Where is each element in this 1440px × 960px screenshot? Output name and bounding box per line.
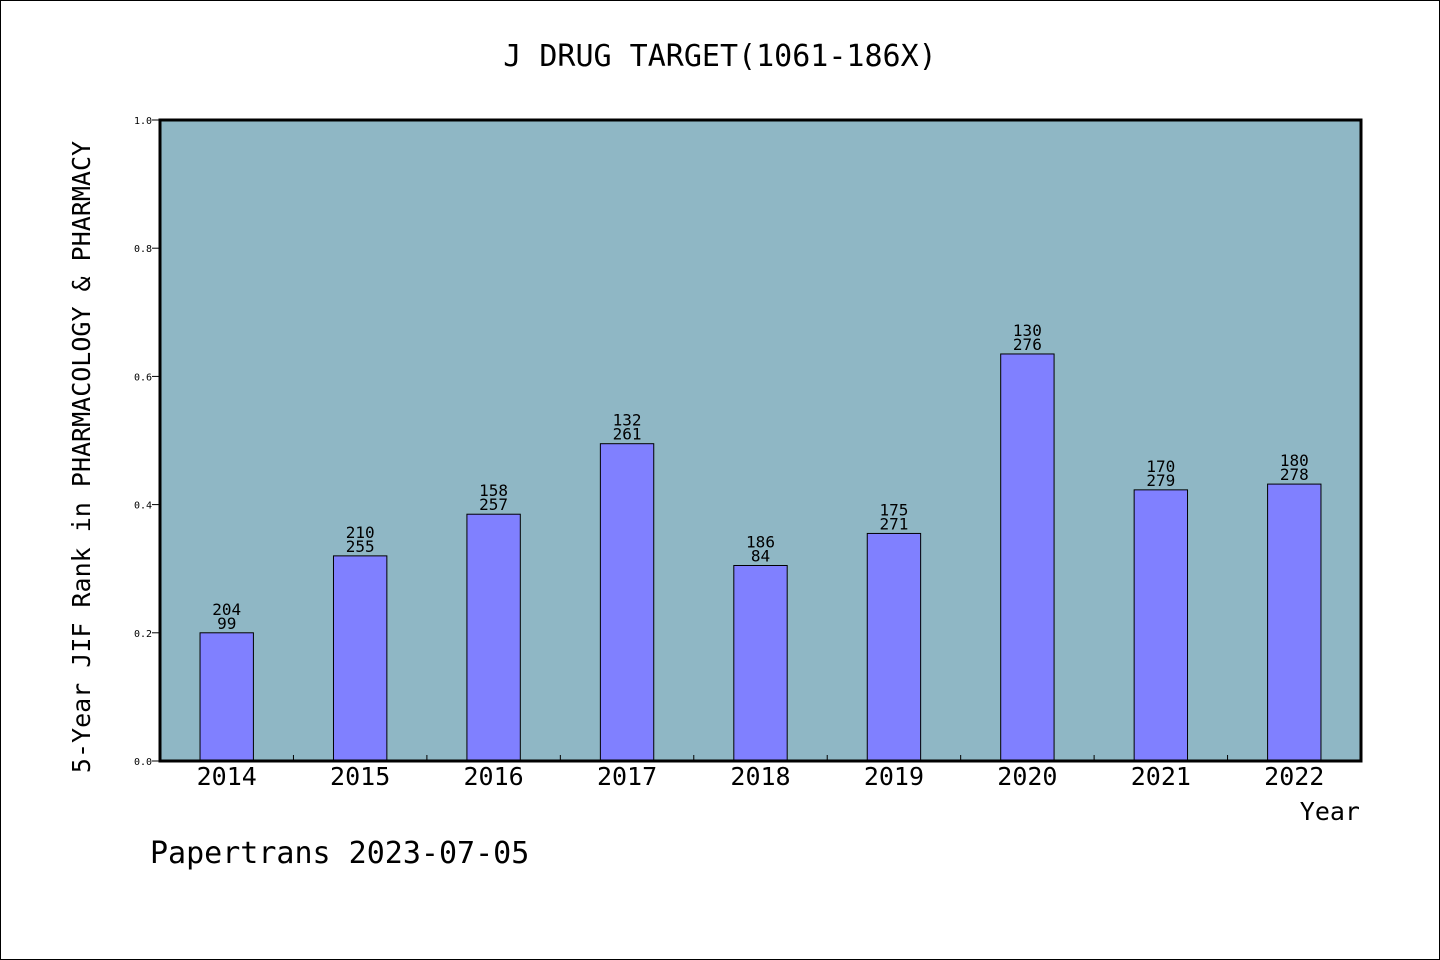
x-tick-label: 2014 bbox=[197, 762, 257, 791]
bar bbox=[599, 443, 655, 762]
bar-total-label: 255 bbox=[346, 537, 375, 556]
bar bbox=[733, 564, 788, 762]
bar-total-label: 276 bbox=[1013, 335, 1042, 354]
bar-rank-label: 180 bbox=[1280, 451, 1309, 470]
y-tick-label: 1.0 bbox=[134, 116, 152, 127]
x-axis-ticks: 2014 2015 2016 2017 2018 2019 2020 2021 2022 bbox=[197, 755, 1324, 791]
bar-rank-label: 130 bbox=[1013, 321, 1042, 340]
x-tick-label: 2018 bbox=[730, 762, 790, 791]
plot-border bbox=[158, 118, 1363, 763]
x-tick-label: 2015 bbox=[330, 762, 390, 791]
bar-total-label: 271 bbox=[879, 514, 908, 533]
bar-total-label: 279 bbox=[1146, 471, 1175, 490]
chart-title: J DRUG TARGET(1061-186X) bbox=[503, 39, 936, 74]
bar-rank-label: 170 bbox=[1146, 457, 1175, 476]
y-axis-ticks: 0.0 0.2 0.4 0.6 0.8 1.0 bbox=[134, 116, 160, 768]
x-tick-label: 2017 bbox=[597, 762, 657, 791]
y-tick-label: 0.4 bbox=[134, 501, 152, 512]
bar bbox=[1267, 483, 1322, 762]
bar-rank-label: 210 bbox=[346, 523, 375, 542]
bar-rank-label: 158 bbox=[479, 481, 508, 500]
bar bbox=[1133, 489, 1189, 762]
x-tick-label: 2019 bbox=[864, 762, 924, 791]
bar-rank-label: 186 bbox=[746, 532, 775, 551]
x-tick-label: 2021 bbox=[1131, 762, 1191, 791]
bar bbox=[1000, 353, 1055, 762]
y-tick-label: 0.8 bbox=[134, 244, 152, 255]
bar-total-label: 278 bbox=[1280, 465, 1309, 484]
y-axis-label: 5-Year JIF Rank in PHARMACOLOGY & PHARMA… bbox=[67, 141, 96, 773]
bar-rank-label: 132 bbox=[613, 411, 642, 430]
y-tick-label: 0.0 bbox=[134, 757, 152, 768]
x-axis-label: Year bbox=[1300, 797, 1360, 826]
x-tick-label: 2022 bbox=[1264, 762, 1324, 791]
y-tick-label: 0.2 bbox=[134, 629, 152, 640]
bar-total-label: 84 bbox=[751, 546, 770, 565]
bar bbox=[466, 513, 521, 762]
bar bbox=[332, 555, 388, 762]
bar-total-label: 257 bbox=[479, 495, 508, 514]
bar-rank-label: 175 bbox=[879, 500, 908, 519]
bar-rank-label: 204 bbox=[212, 600, 241, 619]
bar bbox=[866, 532, 922, 762]
x-tick-label: 2020 bbox=[997, 762, 1057, 791]
bar-total-label: 99 bbox=[217, 614, 236, 633]
x-tick-label: 2016 bbox=[464, 762, 524, 791]
y-tick-label: 0.6 bbox=[134, 372, 152, 383]
footer-stamp: Papertrans 2023-07-05 bbox=[150, 836, 529, 871]
bar-total-label: 261 bbox=[613, 425, 642, 444]
bar bbox=[199, 632, 254, 762]
